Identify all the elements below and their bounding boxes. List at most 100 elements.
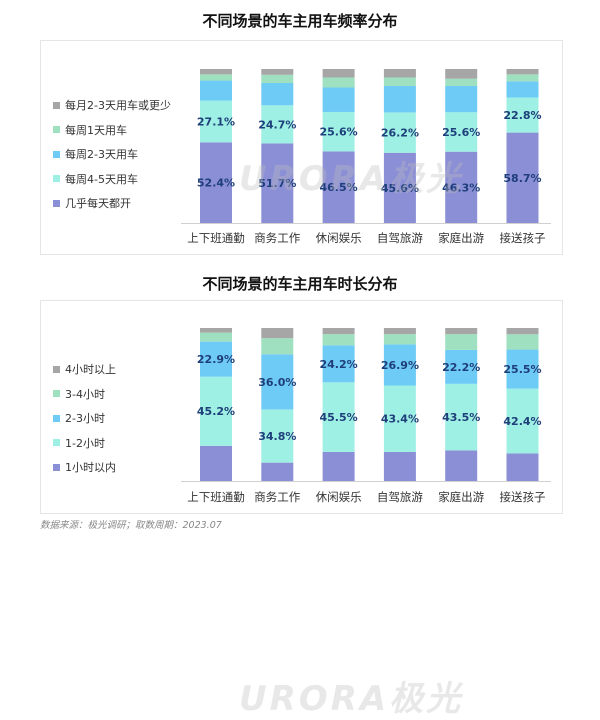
- legend-label: 4小时以上: [65, 363, 116, 377]
- bar-segment-duration-5-3: [506, 334, 539, 350]
- legend-swatch: [53, 463, 60, 471]
- bar-segment-duration-3-4: [383, 328, 416, 335]
- bar-segment-frequency-1-0: [261, 143, 294, 223]
- legend-swatch: [53, 126, 60, 134]
- bar-segment-duration-1-4: [261, 328, 294, 339]
- legend-swatch: [53, 414, 60, 422]
- bar-segment-frequency-0-3: [200, 74, 232, 81]
- data-label: 24.2%: [320, 358, 358, 371]
- bar-segment-duration-1-0: [261, 462, 294, 481]
- bar-segment-frequency-4-4: [445, 69, 478, 79]
- data-label: 52.4%: [197, 177, 235, 190]
- bar-segment-frequency-4-0: [445, 151, 478, 223]
- bar-segment-duration-5-2: [506, 349, 539, 389]
- bar-segment-duration-4-4: [445, 328, 478, 335]
- legend-duration: 4小时以上 3-4小时 2-3小时 1-2小时 1小时以内: [53, 357, 116, 480]
- chart-panel-duration: 上下班通勤 商务工作 休闲娱乐 自驾旅游 家庭出游 接送孩子 45.2% 34.8% 45.5%…: [40, 300, 563, 719]
- bar-segment-frequency-1-2: [261, 83, 294, 106]
- bar-segment-duration-0-1: [200, 376, 232, 446]
- bar-segment-frequency-1-1: [261, 105, 294, 144]
- chart-title-duration: 不同场景的车主用车时长分布: [202, 275, 398, 293]
- data-label: 26.2%: [381, 127, 419, 140]
- bar-segment-duration-3-0: [383, 451, 416, 481]
- bar-segment-duration-0-3: [200, 332, 232, 342]
- legend-label: 每周1天用车: [65, 123, 127, 137]
- bar-segment-duration-1-1: [261, 409, 294, 463]
- bar-segment-frequency-0-2: [200, 80, 232, 101]
- category-label: 商务工作: [254, 490, 300, 504]
- legend-swatch: [53, 439, 60, 447]
- legend-item: 1-2小时: [53, 431, 116, 456]
- bar-segment-frequency-2-2: [322, 87, 355, 112]
- bar-segment-frequency-3-1: [383, 112, 416, 153]
- bar-segment-duration-4-2: [445, 349, 478, 384]
- legend-item: 1小时以内: [53, 455, 116, 480]
- data-label: 24.7%: [258, 118, 296, 131]
- data-label: 22.2%: [442, 361, 480, 374]
- data-label: 22.8%: [503, 109, 541, 122]
- bar-segment-duration-0-0: [200, 445, 232, 481]
- category-label: 自驾旅游: [377, 490, 423, 504]
- data-label: 34.8%: [258, 430, 296, 443]
- bar-segment-duration-3-2: [383, 344, 416, 386]
- bar-segment-frequency-2-3: [322, 77, 355, 88]
- bar-segment-duration-5-1: [506, 388, 539, 454]
- bar-segment-frequency-0-0: [200, 142, 232, 223]
- chart-title-frequency: 不同场景的车主用车频率分布: [202, 12, 398, 30]
- legend-swatch: [53, 199, 60, 207]
- bar-segment-frequency-5-2: [506, 81, 539, 98]
- category-label: 接送孩子: [500, 231, 546, 245]
- bar-segment-frequency-4-3: [445, 78, 478, 86]
- bar-segment-frequency-1-4: [261, 69, 294, 75]
- bar-segment-duration-1-3: [261, 338, 294, 355]
- legend-item: 2-3小时: [53, 406, 116, 431]
- legend-label: 每周2-3天用车: [65, 148, 138, 162]
- watermark: URORA极光: [239, 679, 464, 719]
- legend-label: 每月2-3天用车或更少: [65, 99, 171, 113]
- category-label: 上下班通勤: [187, 490, 245, 504]
- category-label: 上下班通勤: [187, 231, 245, 245]
- bar-segment-frequency-2-4: [322, 69, 355, 78]
- bar-segment-duration-4-3: [445, 334, 478, 350]
- category-label: 休闲娱乐: [316, 231, 362, 245]
- data-label: 43.5%: [442, 411, 480, 424]
- data-label: 45.2%: [197, 405, 235, 418]
- legend-item: 每月2-3天用车或更少: [53, 93, 171, 118]
- data-label: 45.5%: [320, 411, 358, 424]
- bar-segment-frequency-5-0: [506, 132, 539, 223]
- chart-panel-frequency: 上下班通勤 商务工作 休闲娱乐 自驾旅游 家庭出游 接送孩子 52.4% 51.7% 46.5%…: [40, 40, 563, 255]
- legend-item: 每周2-3天用车: [53, 142, 171, 167]
- bar-segment-frequency-5-3: [506, 74, 539, 82]
- data-label: 22.9%: [197, 353, 235, 366]
- legend-label: 1小时以内: [65, 461, 116, 475]
- legend-label: 每周4-5天用车: [65, 172, 138, 186]
- data-label: 58.7%: [503, 172, 541, 185]
- legend-item: 每周4-5天用车: [53, 167, 171, 192]
- bar-segment-frequency-3-0: [383, 152, 416, 223]
- legend-item: 每周1天用车: [53, 118, 171, 143]
- bar-segment-duration-5-4: [506, 328, 539, 335]
- data-label: 25.5%: [503, 363, 541, 376]
- legend-item: 4小时以上: [53, 357, 116, 382]
- data-label: 46.5%: [320, 181, 358, 194]
- bar-segment-frequency-0-1: [200, 100, 232, 143]
- bar-segment-frequency-2-1: [322, 111, 355, 152]
- legend-label: 几乎每天都开: [65, 197, 131, 211]
- bar-segment-duration-4-0: [445, 450, 478, 481]
- legend-swatch: [53, 175, 60, 183]
- bar-segment-duration-2-1: [322, 382, 355, 452]
- data-label: 51.7%: [258, 177, 296, 190]
- bar-segment-duration-1-2: [261, 354, 294, 410]
- data-label: 45.6%: [381, 182, 419, 195]
- legend-swatch: [53, 390, 60, 398]
- legend-label: 2-3小时: [65, 412, 105, 426]
- legend-label: 1-2小时: [65, 436, 105, 450]
- bar-segment-frequency-2-0: [322, 151, 355, 223]
- bar-segment-frequency-4-1: [445, 112, 478, 152]
- category-label: 商务工作: [254, 231, 300, 245]
- legend-item: 3-4小时: [53, 382, 116, 407]
- legend-item: 几乎每天都开: [53, 191, 171, 216]
- legend-frequency: 每月2-3天用车或更少 每周1天用车 每周2-3天用车 每周4-5天用车 几乎每天都开: [53, 93, 171, 216]
- bar-segment-duration-2-3: [322, 334, 355, 346]
- category-label: 家庭出游: [438, 490, 484, 504]
